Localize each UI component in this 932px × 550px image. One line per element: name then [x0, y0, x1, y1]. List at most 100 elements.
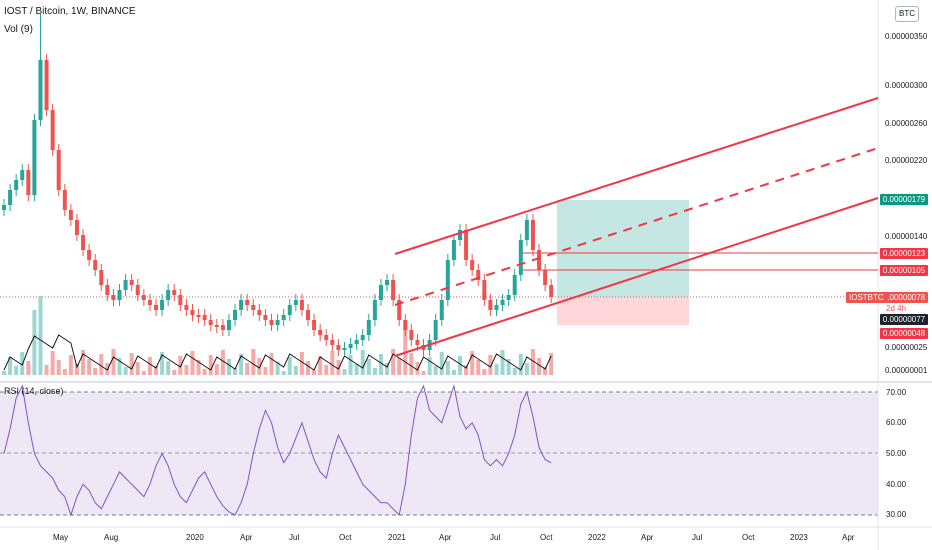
volume-bar	[81, 350, 86, 375]
time-axis-label: May	[53, 533, 69, 542]
candle-body	[403, 320, 408, 330]
candle-body	[518, 240, 523, 275]
candle-body	[445, 260, 450, 300]
volume-bar	[458, 356, 462, 375]
volume-bar	[26, 361, 31, 375]
volume-bar	[56, 360, 61, 375]
candle-body	[330, 340, 335, 345]
volume-bar	[312, 370, 317, 375]
volume-bar	[32, 310, 37, 375]
time-axis-label: Jul	[490, 533, 501, 542]
rsi-indicator-label[interactable]: RSI (14, close)	[4, 386, 64, 396]
volume-bar	[184, 365, 189, 375]
rsi-axis-label: 60.00	[886, 418, 907, 427]
candle-body	[482, 280, 487, 300]
volume-ma-line	[3, 334, 552, 371]
candle-body	[190, 310, 195, 315]
time-axis-label: 2021	[388, 533, 406, 542]
volume-bar	[269, 353, 274, 375]
volume-bar	[50, 351, 55, 375]
price-tag-upper: 0.00000179	[880, 194, 928, 205]
volume-bar	[397, 358, 402, 375]
candle-body	[269, 320, 274, 325]
candle-body	[62, 190, 67, 210]
channel-mid[interactable]	[394, 147, 879, 306]
volume-bar	[257, 358, 262, 375]
candle-body	[56, 150, 61, 190]
rsi-axis-label: 70.00	[886, 388, 907, 397]
volume-bar	[530, 349, 535, 375]
candle-body	[123, 280, 128, 290]
candle-body	[281, 315, 286, 320]
candle-body	[226, 320, 231, 330]
volume-bar	[8, 357, 13, 375]
volume-bar	[537, 358, 542, 375]
volume-bar	[233, 368, 238, 375]
volume-bar	[348, 355, 353, 375]
time-axis-label: Apr	[641, 533, 654, 542]
volume-bar	[421, 371, 426, 375]
volume-bar	[172, 370, 177, 375]
time-axis-label: Apr	[240, 533, 253, 542]
candle-body	[87, 250, 92, 260]
volume-bar	[20, 352, 25, 375]
candle-body	[172, 290, 177, 295]
candle-body	[385, 280, 390, 285]
volume-bar	[391, 349, 396, 375]
channel-upper[interactable]	[394, 97, 879, 255]
volume-bar	[415, 362, 420, 375]
volume-bars	[2, 296, 554, 375]
candle-body	[208, 320, 213, 325]
currency-button[interactable]: BTC	[895, 6, 919, 22]
volume-bar	[287, 357, 292, 375]
price-tag-mid: 0.00000077	[880, 314, 928, 325]
volume-bar	[129, 353, 134, 375]
rsi-line	[3, 383, 552, 517]
candle-body	[470, 260, 475, 270]
volume-bar	[494, 364, 499, 375]
volume-bar	[178, 356, 183, 375]
volume-bar	[111, 349, 116, 375]
candle-body	[512, 275, 517, 295]
volume-bar	[427, 357, 432, 375]
volume-bar	[226, 359, 231, 375]
candle-body	[372, 300, 377, 320]
symbol-title[interactable]: IOST / Bitcoin, 1W, BINANCE	[4, 6, 136, 17]
candle-body	[549, 285, 554, 297]
volume-bar	[318, 356, 323, 375]
price-axis-label: 0.00000140	[885, 232, 928, 241]
volume-bar	[518, 354, 523, 375]
volume-bar	[512, 368, 517, 375]
stop-zone[interactable]	[557, 297, 689, 325]
candle-body	[239, 300, 244, 310]
candle-body	[366, 320, 371, 335]
candle-body	[318, 330, 323, 335]
candle-body	[214, 325, 219, 327]
volume-bar	[14, 366, 19, 375]
candle-body	[8, 190, 13, 205]
volume-indicator-label[interactable]: Vol (9)	[4, 24, 33, 35]
volume-bar	[251, 349, 256, 375]
volume-bar	[275, 362, 280, 375]
volume-bar	[385, 363, 390, 375]
time-axis-label: Jul	[692, 533, 703, 542]
candle-body	[147, 300, 152, 305]
volume-bar	[506, 359, 511, 375]
candle-body	[99, 270, 104, 285]
price-axis-label: 0.00000300	[885, 81, 928, 90]
channel-lower[interactable]	[394, 197, 879, 357]
candle-body	[476, 270, 481, 280]
candle-body	[135, 285, 140, 295]
volume-bar	[488, 355, 493, 375]
volume-bar	[141, 371, 146, 375]
volume-bar	[202, 369, 207, 375]
volume-bar	[342, 369, 347, 375]
volume-bar	[445, 361, 450, 375]
volume-bar	[354, 364, 359, 375]
candle-body	[117, 290, 122, 300]
price-axis-label: 0.00000001	[885, 366, 928, 375]
rsi-axis-label: 50.00	[886, 449, 907, 458]
volume-bar	[451, 370, 456, 375]
